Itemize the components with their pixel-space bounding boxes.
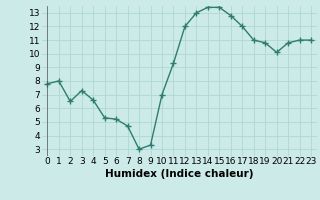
X-axis label: Humidex (Indice chaleur): Humidex (Indice chaleur) xyxy=(105,169,253,179)
